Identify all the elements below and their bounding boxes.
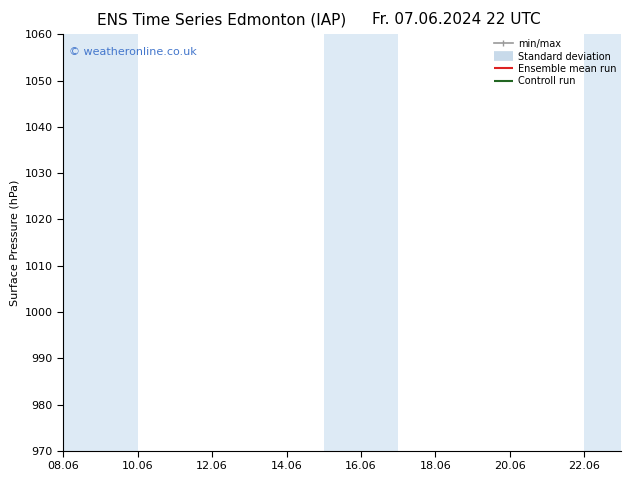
Text: Fr. 07.06.2024 22 UTC: Fr. 07.06.2024 22 UTC — [372, 12, 541, 27]
Bar — [584, 34, 621, 451]
Text: © weatheronline.co.uk: © weatheronline.co.uk — [69, 47, 197, 57]
Y-axis label: Surface Pressure (hPa): Surface Pressure (hPa) — [10, 179, 19, 306]
Bar — [63, 34, 138, 451]
Legend: min/max, Standard deviation, Ensemble mean run, Controll run: min/max, Standard deviation, Ensemble me… — [494, 39, 616, 86]
Text: ENS Time Series Edmonton (IAP): ENS Time Series Edmonton (IAP) — [97, 12, 347, 27]
Bar — [324, 34, 398, 451]
